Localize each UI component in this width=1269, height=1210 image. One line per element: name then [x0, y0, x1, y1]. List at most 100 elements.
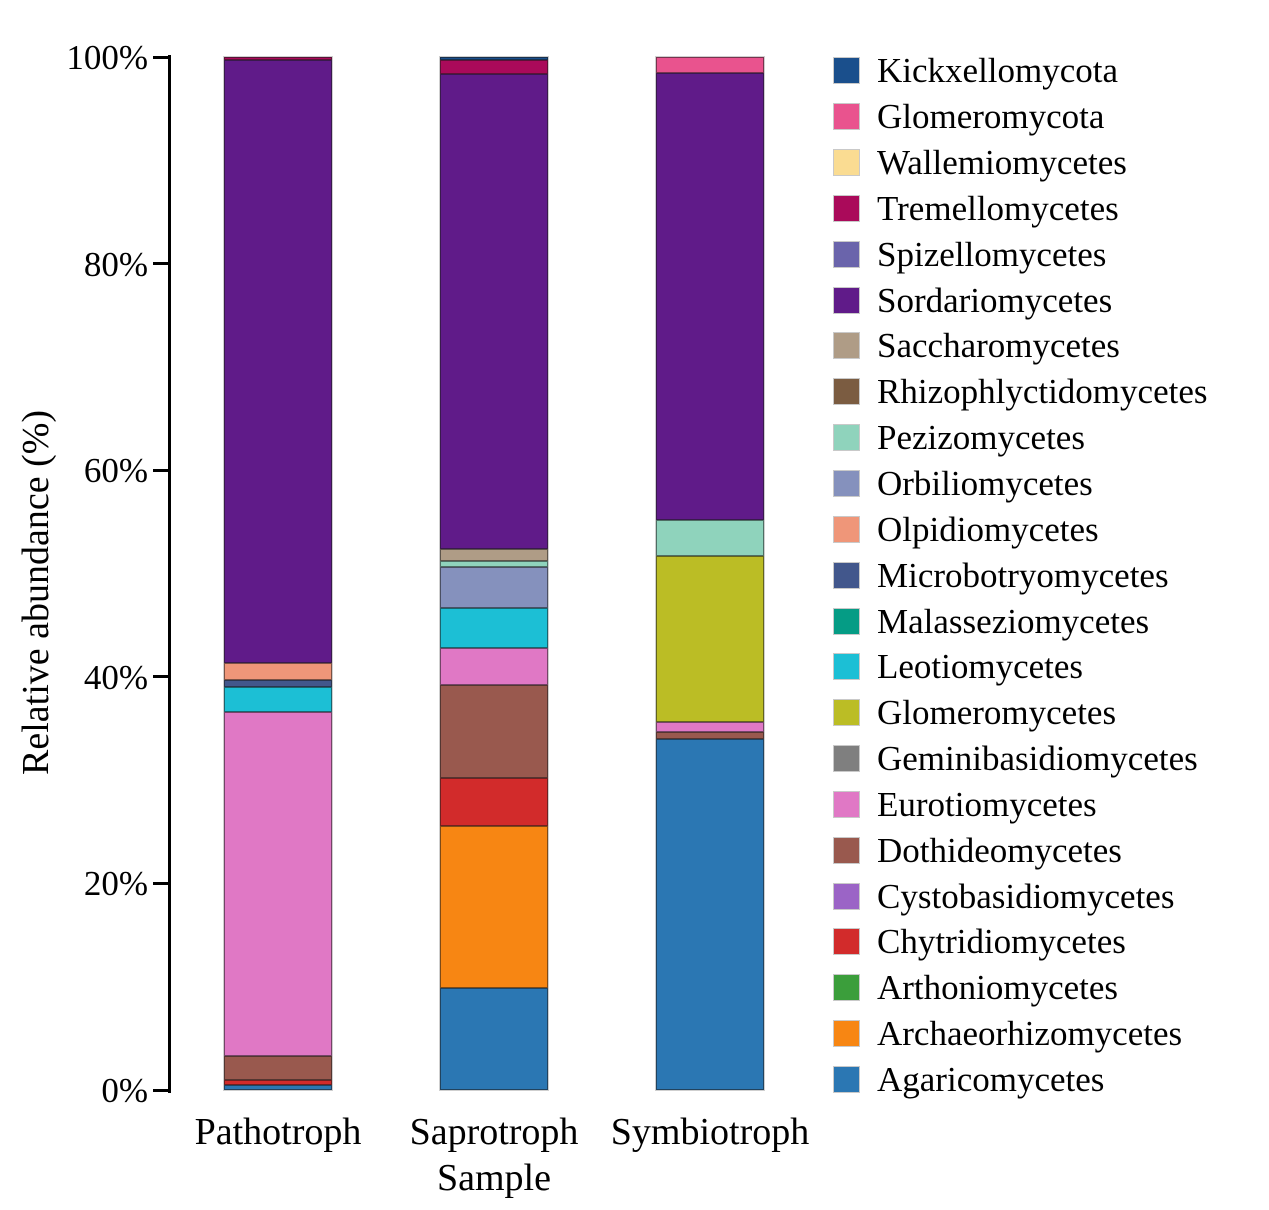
bar-segment-agaricomycetes	[440, 987, 548, 1090]
bar-saprotroph	[439, 56, 549, 1091]
y-tick-mark	[153, 1088, 168, 1092]
bar-segment-leotiomycetes	[224, 687, 332, 712]
legend-row: Agaricomycetes	[833, 1057, 1207, 1103]
bar-segment-eurotiomycetes	[224, 711, 332, 1056]
legend-row: Cystobasidiomycetes	[833, 873, 1207, 919]
y-tick-label: 100%	[66, 38, 148, 77]
legend-label: Saccharomycetes	[877, 326, 1120, 366]
bar-segment-agaricomycetes	[656, 738, 764, 1090]
bar-segment-sordariomycetes	[440, 73, 548, 549]
legend-label: Rhizophlyctidomycetes	[877, 372, 1208, 412]
y-axis-spine	[168, 55, 171, 1093]
legend-row: Microbotryomycetes	[833, 552, 1207, 598]
bar-segment-tremellomycetes	[224, 57, 332, 61]
bar-segment-leotiomycetes	[440, 607, 548, 648]
legend-label: Leotiomycetes	[877, 647, 1084, 687]
bar-segment-eurotiomycetes	[656, 722, 764, 732]
bar-segment-glomeromycota	[656, 57, 764, 73]
legend-swatch-icon	[833, 378, 860, 406]
bar-segment-dothideomycetes	[440, 685, 548, 779]
legend: Kickxellomycota Glomeromycota Wallemiomyce…	[833, 48, 1207, 1102]
bar-symbiotroph	[655, 56, 765, 1091]
bar-segment-chytridiomycetes	[224, 1079, 332, 1085]
legend-label: Eurotiomycetes	[877, 784, 1097, 824]
bar-segment-chytridiomycetes	[440, 778, 548, 826]
legend-row: Spizellomycetes	[833, 231, 1207, 277]
legend-swatch-icon	[833, 286, 860, 314]
y-tick-mark	[153, 881, 168, 885]
bar-segment-sordariomycetes	[224, 60, 332, 664]
y-tick-label: 20%	[83, 864, 148, 904]
legend-swatch-icon	[833, 57, 860, 85]
legend-label: Malasseziomycetes	[877, 601, 1150, 641]
bar-segment-pezizomycetes	[440, 561, 548, 568]
legend-swatch-icon	[833, 928, 860, 956]
legend-label: Spizellomycetes	[877, 234, 1107, 274]
legend-swatch-icon	[833, 103, 860, 131]
legend-swatch-icon	[833, 974, 860, 1002]
legend-row: Orbiliomycetes	[833, 461, 1207, 507]
legend-row: Eurotiomycetes	[833, 782, 1207, 828]
bar-segment-dothideomycetes	[656, 731, 764, 739]
legend-swatch-icon	[833, 194, 860, 222]
y-tick-label: 60%	[83, 451, 148, 491]
legend-label: Orbiliomycetes	[877, 464, 1093, 504]
bar-segment-kickxellomycota	[440, 57, 548, 61]
legend-label: Microbotryomycetes	[877, 555, 1169, 595]
legend-label: Chytridiomycetes	[877, 922, 1126, 962]
legend-label: Wallemiomycetes	[877, 143, 1127, 183]
category-label-symbiotroph: Symbiotroph	[610, 1111, 810, 1153]
legend-swatch-icon	[833, 882, 860, 910]
legend-swatch-icon	[833, 653, 860, 681]
bar-pathotroph	[223, 56, 333, 1091]
legend-label: Cystobasidiomycetes	[877, 876, 1175, 916]
legend-row: Chytridiomycetes	[833, 919, 1207, 965]
legend-label: Kickxellomycota	[877, 51, 1119, 91]
legend-label: Archaeorhizomycetes	[877, 1014, 1183, 1054]
legend-row: Rhizophlyctidomycetes	[833, 369, 1207, 415]
bar-segment-eurotiomycetes	[440, 647, 548, 686]
legend-swatch-icon	[833, 561, 860, 589]
legend-label: Geminibasidiomycetes	[877, 739, 1198, 779]
x-axis-title: Sample	[437, 1157, 551, 1199]
bar-segment-agaricomycetes	[224, 1084, 332, 1090]
category-label-pathotroph: Pathotroph	[194, 1111, 362, 1153]
legend-row: Arthoniomycetes	[833, 965, 1207, 1011]
legend-row: Dothideomycetes	[833, 827, 1207, 873]
legend-row: Glomeromycota	[833, 94, 1207, 140]
legend-label: Sordariomycetes	[877, 280, 1113, 320]
legend-swatch-icon	[833, 1020, 860, 1048]
legend-row: Olpidiomycetes	[833, 506, 1207, 552]
bar-segment-sordariomycetes	[656, 72, 764, 520]
legend-swatch-icon	[833, 149, 860, 177]
legend-row: Glomeromycetes	[833, 690, 1207, 736]
legend-row: Archaeorhizomycetes	[833, 1011, 1207, 1057]
legend-swatch-icon	[833, 699, 860, 727]
legend-label: Tremellomycetes	[877, 188, 1119, 228]
legend-label: Agaricomycetes	[877, 1059, 1105, 1099]
legend-swatch-icon	[833, 607, 860, 635]
legend-row: Saccharomycetes	[833, 323, 1207, 369]
y-tick-label: 80%	[83, 244, 148, 284]
bar-segment-orbiliomycetes	[440, 567, 548, 608]
legend-row: Kickxellomycota	[833, 48, 1207, 94]
legend-row: Malasseziomycetes	[833, 598, 1207, 644]
legend-label: Olpidiomycetes	[877, 509, 1099, 549]
legend-row: Sordariomycetes	[833, 277, 1207, 323]
bar-segment-pezizomycetes	[656, 519, 764, 556]
legend-row: Geminibasidiomycetes	[833, 736, 1207, 782]
legend-swatch-icon	[833, 470, 860, 498]
legend-row: Leotiomycetes	[833, 644, 1207, 690]
bar-segment-olpidiomycetes	[224, 663, 332, 680]
y-tick-mark	[153, 675, 168, 679]
legend-row: Tremellomycetes	[833, 186, 1207, 232]
legend-swatch-icon	[833, 836, 860, 864]
legend-row: Pezizomycetes	[833, 415, 1207, 461]
legend-swatch-icon	[833, 1065, 860, 1093]
legend-label: Dothideomycetes	[877, 830, 1122, 870]
legend-swatch-icon	[833, 790, 860, 818]
category-label-saprotroph: Saprotroph	[409, 1111, 579, 1153]
legend-swatch-icon	[833, 240, 860, 268]
bar-segment-archaeorhizomycetes	[440, 825, 548, 988]
y-tick-mark	[153, 468, 168, 472]
